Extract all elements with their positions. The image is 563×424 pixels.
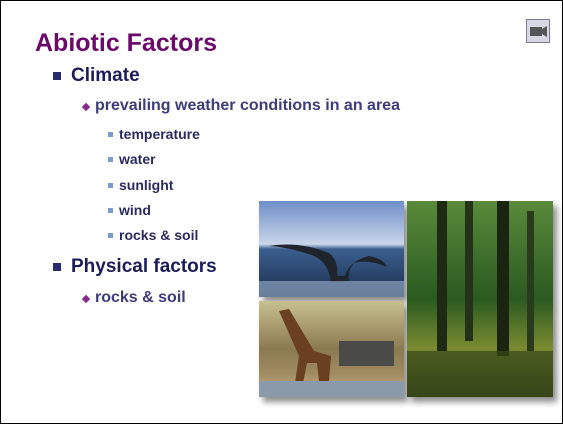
bullet-text: Climate (71, 65, 140, 86)
bullet-text: temperature (119, 126, 200, 142)
bullet-text: water (119, 151, 156, 167)
bullet (108, 233, 113, 238)
bullet (108, 132, 113, 137)
bullet (108, 208, 113, 213)
bullet (81, 102, 91, 112)
giraffe-photo (259, 301, 404, 397)
bullet-text: sunlight (119, 177, 174, 193)
bullet-text: wind (119, 202, 151, 218)
forest-photo (407, 201, 553, 397)
bullet-text: rocks & soil (95, 289, 186, 306)
slide-title: Abiotic Factors (35, 29, 217, 57)
bullet-text: rocks & soil (119, 227, 199, 243)
bullet (108, 183, 113, 188)
bullet-text: prevailing weather conditions in an area (95, 97, 400, 114)
media-icon[interactable] (526, 19, 550, 43)
bullet (53, 263, 61, 271)
bullet-text: Physical factors (71, 256, 217, 277)
bullet (53, 72, 61, 80)
whale-photo (259, 201, 404, 297)
bullet (81, 294, 91, 304)
bullet (108, 157, 113, 162)
